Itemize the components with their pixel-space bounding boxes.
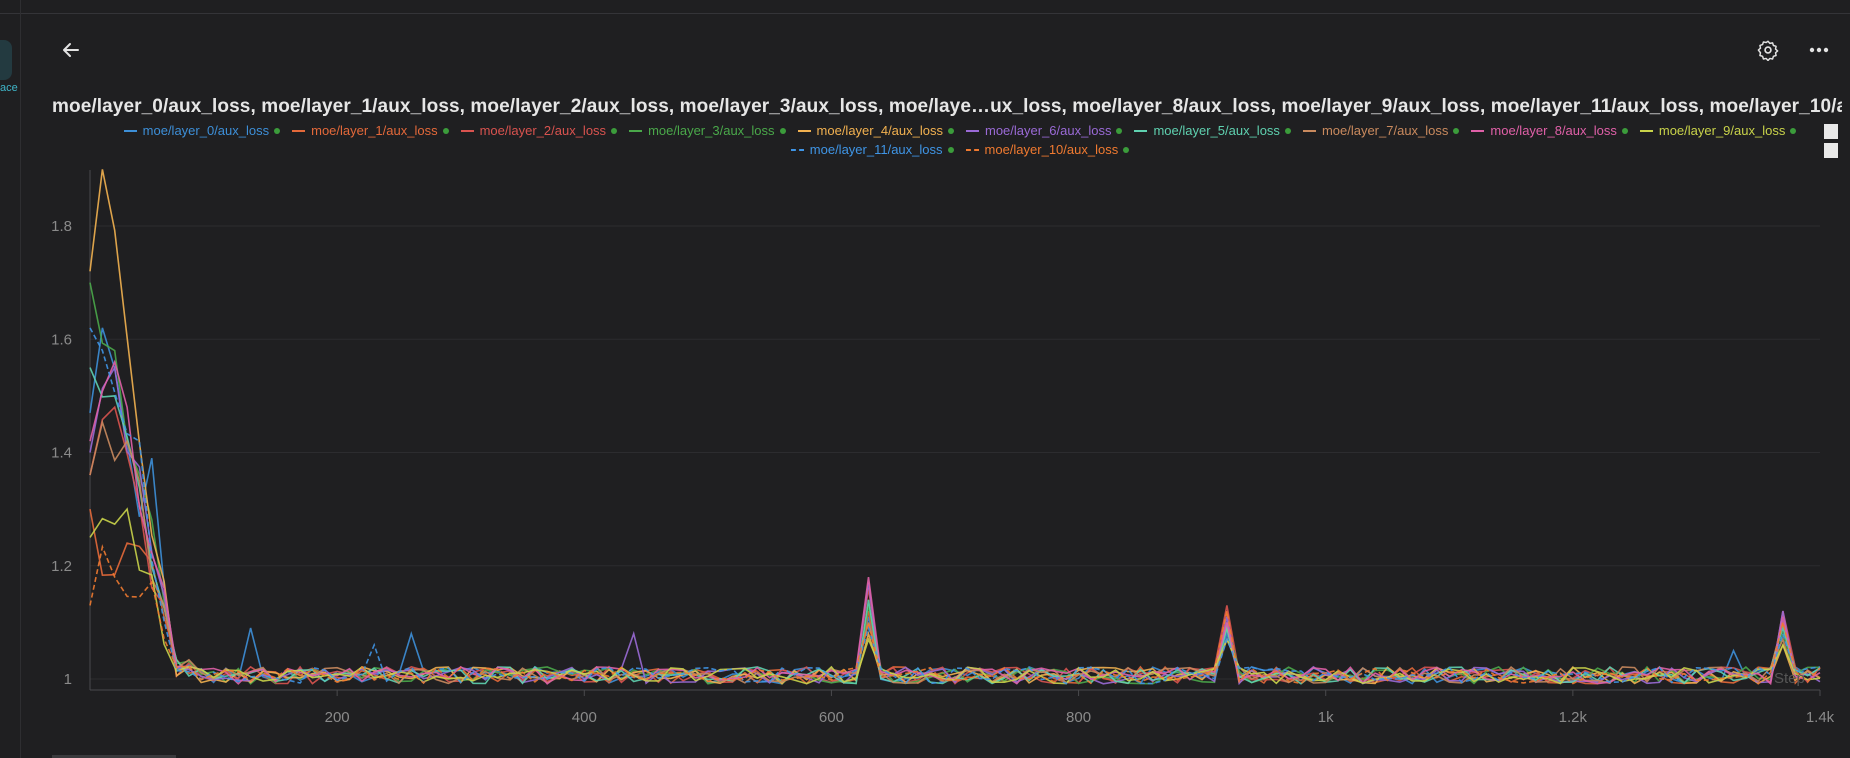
series-line [89, 327, 1821, 685]
legend-label: moe/layer_9/aux_loss [1658, 123, 1786, 138]
legend-item[interactable]: moe/layer_11/aux_loss [790, 142, 954, 157]
legend-label: moe/layer_6/aux_loss [985, 123, 1112, 138]
legend-label: moe/layer_4/aux_loss [816, 123, 943, 138]
chart-title: moe/layer_0/aux_loss, moe/layer_1/aux_lo… [52, 96, 1842, 117]
arrow-left-icon [63, 43, 79, 57]
legend-scroll-up-icon[interactable] [1824, 124, 1838, 139]
series-line [89, 327, 1821, 685]
legend-visibility-dot [1284, 127, 1291, 134]
series-line [89, 359, 1821, 686]
legend-label: moe/layer_3/aux_loss [648, 123, 775, 138]
y-tick-label: 1.8 [51, 218, 72, 235]
series-line [89, 367, 1821, 685]
legend-item[interactable]: moe/layer_6/aux_loss [966, 123, 1123, 138]
legend-visibility-dot [779, 127, 786, 134]
series-line [89, 365, 1821, 686]
panel-footer-bar [52, 755, 176, 758]
x-tick-label: 800 [1066, 709, 1091, 726]
legend-swatch [292, 129, 306, 132]
legend-visibility-dot [1116, 127, 1123, 134]
series-line [89, 419, 1821, 685]
legend-swatch [790, 148, 804, 151]
sidebar-tab-label: ace [0, 82, 18, 94]
more-horizontal-icon [1809, 47, 1829, 53]
legend-item[interactable]: moe/layer_4/aux_loss [797, 123, 954, 138]
legend-label: moe/layer_11/aux_loss [809, 142, 943, 157]
legend-item[interactable]: moe/layer_0/aux_loss [123, 123, 281, 138]
x-tick-label: 1.4k [1806, 709, 1835, 726]
legend-swatch [1639, 129, 1653, 132]
left-divider [20, 0, 21, 758]
back-button[interactable] [55, 34, 87, 66]
legend-label: moe/layer_0/aux_loss [142, 123, 270, 138]
legend-label: moe/layer_10/aux_loss [984, 142, 1119, 157]
legend-swatch [123, 129, 137, 132]
legend-swatch [966, 129, 979, 132]
legend-swatch [1471, 129, 1485, 132]
legend-item[interactable]: moe/layer_9/aux_loss [1639, 123, 1797, 138]
legend-swatch [460, 129, 474, 132]
x-tick-label: 400 [572, 709, 597, 726]
legend-label: moe/layer_1/aux_loss [311, 123, 438, 138]
legend-visibility-dot [1790, 127, 1797, 134]
more-options-button[interactable] [1803, 34, 1835, 66]
x-tick-label: 600 [819, 709, 844, 726]
y-tick-label: 1 [64, 671, 72, 688]
x-tick-label: 200 [325, 709, 350, 726]
legend-label: moe/layer_8/aux_loss [1490, 123, 1617, 138]
legend-swatch [1302, 129, 1316, 132]
series-line [89, 282, 1821, 685]
legend-visibility-dot [947, 146, 954, 153]
y-tick-label: 1.4 [51, 445, 72, 462]
series-line [89, 544, 1821, 685]
x-tick-label: 1.2k [1559, 709, 1588, 726]
series-line [89, 508, 1821, 685]
settings-button[interactable] [1752, 34, 1784, 66]
legend-label: moe/layer_7/aux_loss [1321, 123, 1449, 138]
legend-item[interactable]: moe/layer_7/aux_loss [1302, 123, 1460, 138]
legend-item[interactable]: moe/layer_5/aux_loss [1134, 123, 1291, 138]
legend-item[interactable]: moe/layer_8/aux_loss [1471, 123, 1628, 138]
series-line [89, 405, 1821, 685]
legend-swatch [1134, 129, 1148, 132]
legend-scroll-control[interactable] [1824, 124, 1838, 158]
chart-legend: moe/layer_0/aux_loss moe/layer_1/aux_loss… [90, 123, 1830, 157]
legend-label: moe/layer_2/aux_loss [479, 123, 607, 138]
legend-scroll-down-icon[interactable] [1824, 143, 1838, 158]
top-divider [0, 13, 1850, 14]
gear-icon [1757, 40, 1779, 61]
legend-swatch [629, 129, 643, 132]
legend-label: moe/layer_5/aux_loss [1153, 123, 1280, 138]
series-line [89, 507, 1821, 685]
legend-swatch [797, 129, 811, 132]
legend-item[interactable]: moe/layer_2/aux_loss [460, 123, 618, 138]
legend-visibility-dot [1453, 127, 1460, 134]
legend-visibility-dot [1123, 146, 1130, 153]
sidebar-tab[interactable] [0, 40, 12, 80]
legend-swatch [965, 148, 979, 151]
legend-visibility-dot [948, 127, 954, 134]
x-tick-label: 1k [1318, 709, 1334, 726]
legend-visibility-dot [1621, 127, 1628, 134]
legend-visibility-dot [442, 127, 449, 134]
legend-item[interactable]: moe/layer_3/aux_loss [629, 123, 786, 138]
series-line [89, 169, 1821, 685]
legend-visibility-dot [611, 127, 618, 134]
legend-item[interactable]: moe/layer_10/aux_loss [965, 142, 1130, 157]
legend-item[interactable]: moe/layer_1/aux_loss [292, 123, 449, 138]
y-tick-label: 1.6 [51, 331, 72, 348]
legend-visibility-dot [274, 127, 281, 134]
y-tick-label: 1.2 [51, 558, 72, 575]
x-axis-label: Step [1774, 670, 1805, 687]
